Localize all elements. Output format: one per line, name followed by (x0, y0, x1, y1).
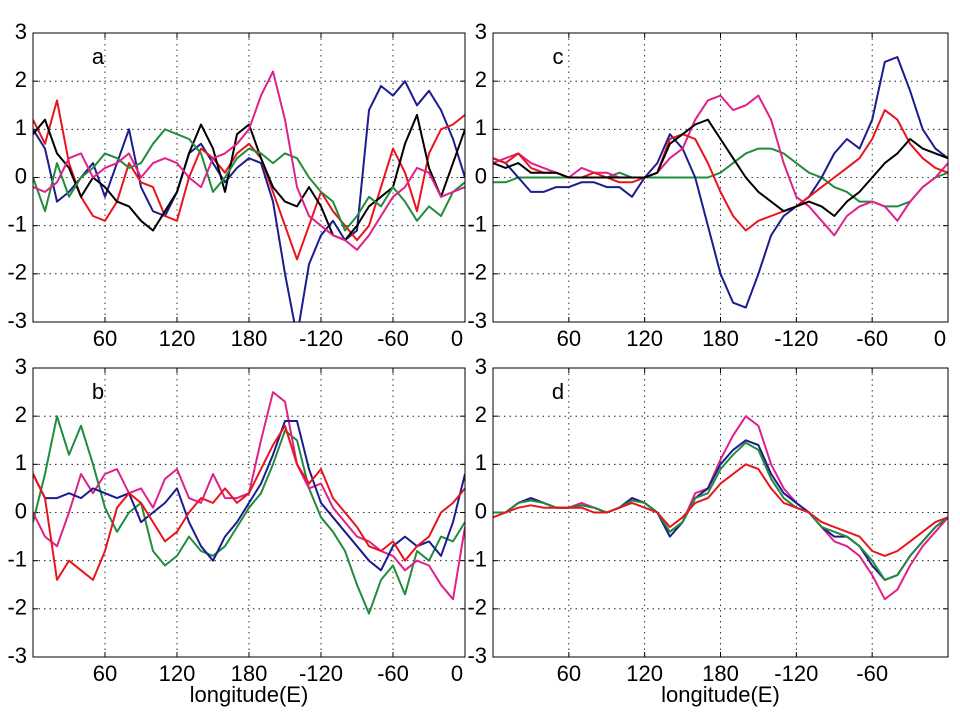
axes-frame (32, 32, 466, 323)
y-tick-label: 0 (475, 498, 487, 523)
series-line (493, 118, 948, 217)
y-tick-label: 0 (15, 163, 27, 188)
y-tick-label: 3 (15, 19, 27, 44)
y-tick-label: 2 (15, 402, 27, 427)
y-tick-label: -1 (7, 211, 27, 236)
x-tick-label: -120 (299, 326, 343, 351)
series-line (33, 80, 465, 322)
panel-label: b (92, 379, 104, 404)
x-tick-label: -60 (856, 661, 888, 686)
axes-frame (32, 367, 466, 658)
x-tick-label: -60 (377, 661, 409, 686)
x-tick-label: 180 (231, 661, 268, 686)
y-tick-label: 0 (15, 498, 27, 523)
x-tick-label: 60 (557, 326, 581, 351)
panel: -3 -2 -1 0 1 2 3 60 120 180 -120 -60 0 b longitude(E) (7, 354, 466, 707)
series-line (33, 415, 465, 615)
y-tick-label: -3 (467, 643, 487, 668)
y-tick-label: -3 (7, 643, 27, 668)
x-tick-label: 120 (626, 326, 663, 351)
x-tick-label: 180 (702, 661, 739, 686)
series-line (33, 70, 465, 251)
y-tick-label: -1 (7, 546, 27, 571)
panel: -3 -2 -1 0 1 2 3 60 120 180 -120 -60 0 c (467, 19, 949, 351)
y-tick-label: 3 (475, 354, 487, 379)
x-tick-label: 180 (702, 326, 739, 351)
panel-label: a (92, 44, 105, 69)
x-tick-label: 120 (159, 326, 196, 351)
axes-frame (492, 32, 949, 323)
y-tick-label: 1 (15, 450, 27, 475)
x-tick-label: 120 (626, 661, 663, 686)
y-tick-label: 0 (475, 163, 487, 188)
axes-frame (492, 367, 949, 658)
x-tick-label: 120 (159, 661, 196, 686)
y-tick-label: 1 (475, 450, 487, 475)
series-line (33, 424, 465, 581)
x-tick-label: -120 (299, 661, 343, 686)
y-tick-label: -2 (7, 595, 27, 620)
x-tick-label: 60 (93, 661, 117, 686)
y-tick-label: 3 (15, 354, 27, 379)
x-tick-label: -120 (774, 326, 818, 351)
x-tick-label: 60 (93, 326, 117, 351)
panel: -3 -2 -1 0 1 2 3 60 120 180 -120 -60 0 a (7, 19, 466, 351)
y-tick-label: 1 (475, 115, 487, 140)
series-line (33, 128, 465, 232)
y-tick-label: -1 (467, 546, 487, 571)
x-axis-label: longitude(E) (190, 682, 309, 707)
y-tick-label: 2 (475, 402, 487, 427)
panel: -3 -2 -1 0 1 2 3 60 120 180 -120 -60 d longitude(E) (467, 354, 949, 707)
panel-label: d (552, 379, 564, 404)
x-axis-label: longitude(E) (661, 682, 780, 707)
x-tick-label: 0 (451, 326, 463, 351)
panel-label: c (553, 44, 564, 69)
series-line (33, 99, 465, 261)
y-tick-label: 1 (15, 115, 27, 140)
y-tick-label: -3 (467, 308, 487, 333)
x-tick-label: -120 (774, 661, 818, 686)
series-line (493, 56, 948, 309)
y-tick-label: -2 (7, 260, 27, 285)
series-line (493, 463, 948, 557)
x-tick-label: 0 (934, 326, 946, 351)
y-tick-label: 3 (475, 19, 487, 44)
y-tick-label: -3 (7, 308, 27, 333)
y-tick-label: 2 (15, 67, 27, 92)
x-tick-label: 60 (557, 661, 581, 686)
y-tick-label: -1 (467, 211, 487, 236)
x-tick-label: 0 (451, 661, 463, 686)
x-tick-label: -60 (377, 326, 409, 351)
x-tick-label: 180 (231, 326, 268, 351)
y-tick-label: -2 (467, 595, 487, 620)
series-line (33, 420, 465, 572)
y-tick-label: -2 (467, 260, 487, 285)
x-tick-label: -60 (856, 326, 888, 351)
y-tick-label: 2 (475, 67, 487, 92)
